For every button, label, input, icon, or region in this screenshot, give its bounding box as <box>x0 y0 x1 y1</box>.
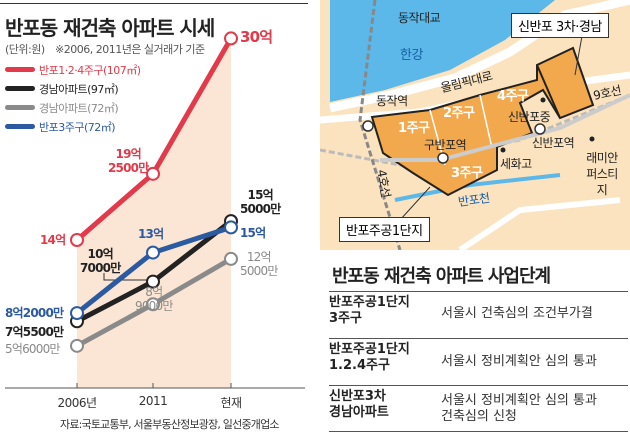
data-point <box>146 166 160 181</box>
legend-label: 경남아파트(72㎡) <box>39 101 119 115</box>
block-3: 3주구 <box>451 166 483 181</box>
legend-item: 반포3주구(72㎡) <box>5 117 141 136</box>
han-river <box>330 0 555 102</box>
map-label-gubanpo: 구반포역 <box>424 138 467 152</box>
line-chart <box>5 31 305 389</box>
legend-label: 반포1·2·4주구(107㎡) <box>39 63 141 77</box>
block-1: 1주구 <box>398 121 430 136</box>
data-label: 12억 5000만 <box>240 250 278 278</box>
table-row: 반포주공1단지 3주구 서울시 건축심의 조건부가결 <box>329 291 628 336</box>
map-label-sehwa: 세화고 <box>500 157 532 171</box>
table-row: 신반포3차 경남아파트 서울시 정비계획안 심의 통과 건축심의 신청 <box>329 385 628 432</box>
legend-item: 경남아파트(72㎡) <box>5 98 141 117</box>
row-name: 3주구 <box>329 311 362 326</box>
source: 자료:국토교통부, 서울부동산정보광장, 일선중개업소 <box>60 418 280 431</box>
x-tick-label: 현재 <box>220 396 242 410</box>
leader-line <box>103 273 153 281</box>
map <box>320 0 630 250</box>
data-point <box>146 245 160 260</box>
data-label: 8억2000만 <box>5 306 64 320</box>
line9-track <box>320 93 630 167</box>
map-label-river: 한강 <box>400 48 423 63</box>
row-status: 서울시 건축심의 조건부가결 <box>441 306 593 321</box>
unit-label: (단위:원) <box>5 43 45 56</box>
chart-title: 반포동 재건축 아파트 시세 <box>5 16 215 40</box>
table-row: 반포주공1단지 1.2.4주구 서울시 정비계획안 심의 통과 <box>329 338 628 384</box>
stream <box>394 173 561 202</box>
data-point <box>70 306 84 321</box>
row-status: 서울시 정비계획안 심의 통과 <box>441 353 597 369</box>
legend-label: 반포3주구(72㎡) <box>39 120 116 134</box>
legend-item: 경남아파트(97㎡) <box>5 79 141 98</box>
line4-track <box>358 0 402 250</box>
data-label: 5억6000만 <box>5 342 60 356</box>
data-point <box>224 220 238 235</box>
data-point <box>70 233 84 247</box>
legend: 반포1·2·4주구(107㎡) 경남아파트(97㎡) 경남아파트(72㎡) 반포… <box>5 60 141 136</box>
station-sinbanpo <box>534 123 546 135</box>
row-name: 반포주공1단지 <box>329 295 410 310</box>
map-label-bridge: 동작대교 <box>398 11 441 25</box>
row-status: 건축심의 신청 <box>441 408 517 424</box>
data-label: 10억 7000만 <box>80 247 121 275</box>
row-name: 신반포3차 <box>329 389 386 404</box>
data-label: 7억5500만 <box>5 325 64 339</box>
data-label: 19억 2500만 <box>108 147 149 175</box>
data-point <box>224 251 238 266</box>
top-rule <box>0 3 308 4</box>
legend-item: 반포1·2·4주구(107㎡) <box>5 60 141 79</box>
block-2: 2주구 <box>443 106 475 121</box>
x-tick-label: 2011 <box>138 394 168 408</box>
station-dongjak <box>362 120 374 132</box>
station-gubanpo <box>437 152 449 164</box>
data-label: 14억 <box>40 233 66 247</box>
callout-sinbanpo3: 신반포 3차·경남 <box>511 13 609 38</box>
row-status: 서울시 정비계획안 심의 통과 <box>441 392 597 408</box>
data-label: 15억 5000만 <box>240 188 281 216</box>
x-tick-label: 2006년 <box>57 396 97 410</box>
data-point <box>146 274 160 289</box>
map-label-sinbanpo-ms: 신반포중 <box>508 110 551 124</box>
map-label-sinbanpo-station: 신반포역 <box>532 136 575 150</box>
row-name: 경남아파트 <box>329 405 389 420</box>
data-label: 30억 <box>240 28 273 46</box>
data-point <box>70 338 84 353</box>
row-name: 반포주공1단지 <box>329 342 410 357</box>
data-label: 15억 <box>240 226 266 240</box>
olympic-road <box>329 0 630 113</box>
legend-label: 경남아파트(97㎡) <box>39 82 119 96</box>
map-label-dongjak: 동작역 <box>376 94 408 108</box>
data-label: 13억 <box>138 227 164 241</box>
row-name: 1.2.4주구 <box>329 358 390 373</box>
data-point <box>146 297 160 312</box>
block-4: 4주구 <box>497 89 529 104</box>
table-title: 반포동 재건축 아파트 사업단계 <box>332 266 551 287</box>
note: ※2006, 2011년은 실거래가 기준 <box>55 43 205 56</box>
data-point <box>224 31 238 46</box>
map-label-raemian: 래미안 퍼스티지 <box>586 151 618 197</box>
callout-banpo1: 반포주공1단지 <box>339 217 430 242</box>
data-label: 8억 9000만 <box>135 285 173 313</box>
